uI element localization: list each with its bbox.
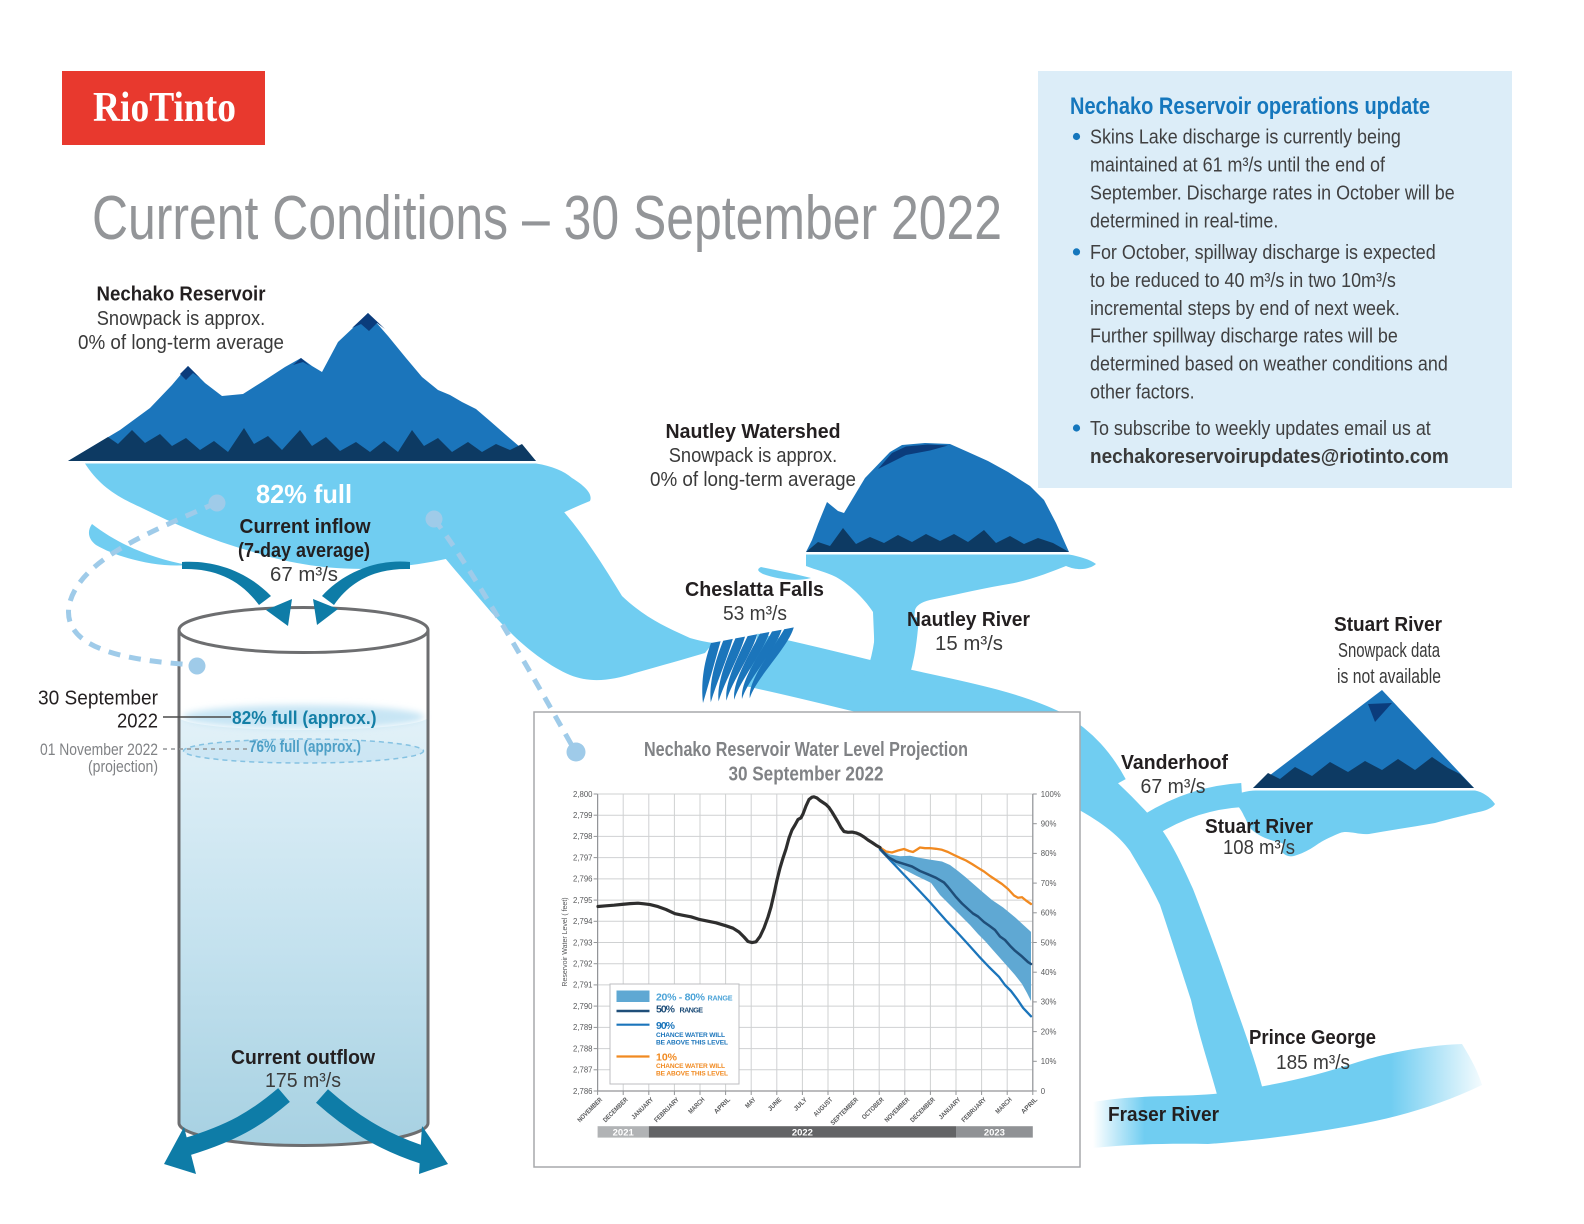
svg-text:01 November 2022: 01 November 2022: [40, 740, 158, 759]
svg-text:2,794: 2,794: [573, 917, 593, 926]
svg-text:nechakoreservoirupdates@riotin: nechakoreservoirupdates@riotinto.com: [1090, 446, 1449, 468]
svg-text:Nautley River: Nautley River: [907, 608, 1030, 631]
svg-text:15 m³/s: 15 m³/s: [935, 632, 1003, 655]
svg-text:RANGE: RANGE: [708, 994, 733, 1003]
svg-text:40%: 40%: [1041, 968, 1057, 977]
svg-text:other factors.: other factors.: [1090, 382, 1195, 404]
svg-text:Fraser River: Fraser River: [1108, 1103, 1219, 1126]
svg-text:2023: 2023: [984, 1128, 1005, 1139]
svg-text:2,795: 2,795: [573, 896, 593, 905]
svg-text:82% full (approx.): 82% full (approx.): [232, 707, 377, 728]
svg-text:82% full: 82% full: [256, 479, 352, 509]
svg-text:(projection): (projection): [88, 757, 158, 776]
svg-text:(7-day average): (7-day average): [238, 539, 370, 562]
svg-text:September. Discharge rates in: September. Discharge rates in October wi…: [1090, 182, 1455, 204]
svg-text:108 m³/s: 108 m³/s: [1223, 836, 1295, 859]
svg-text:80%: 80%: [1041, 849, 1057, 858]
svg-text:30%: 30%: [1041, 998, 1057, 1007]
svg-text:CHANCE WATER WILL: CHANCE WATER WILL: [656, 1032, 725, 1039]
svg-text:maintained at 61 m³/s until th: maintained at 61 m³/s until the end of: [1090, 154, 1386, 176]
svg-text:67 m³/s: 67 m³/s: [270, 563, 338, 586]
svg-text:2,792: 2,792: [573, 960, 593, 969]
svg-text:To subscribe to weekly updates: To subscribe to weekly updates email us …: [1090, 418, 1431, 440]
svg-text:Current Conditions – 30 Septem: Current Conditions – 30 September 2022: [92, 184, 1002, 253]
svg-text:to be reduced to 40 m³/s in tw: to be reduced to 40 m³/s in two 10m³/s: [1090, 270, 1396, 292]
svg-text:determined based on weather co: determined based on weather conditions a…: [1090, 354, 1448, 376]
svg-text:2,790: 2,790: [573, 1002, 593, 1011]
svg-text:2,793: 2,793: [573, 938, 593, 947]
svg-text:is not available: is not available: [1337, 665, 1441, 688]
svg-text:Reservoir Water Level ( feet): Reservoir Water Level ( feet): [562, 897, 569, 986]
svg-text:Nautley Watershed: Nautley Watershed: [666, 420, 841, 443]
svg-text:70%: 70%: [1041, 879, 1057, 888]
svg-text:100%: 100%: [1041, 790, 1061, 799]
svg-text:2,798: 2,798: [573, 832, 593, 841]
svg-text:10%: 10%: [656, 1051, 678, 1063]
svg-text:Skins Lake discharge is curren: Skins Lake discharge is currently being: [1090, 126, 1401, 148]
svg-text:10%: 10%: [1041, 1057, 1057, 1066]
svg-text:incremental steps by end of ne: incremental steps by end of next week.: [1090, 298, 1400, 320]
svg-text:2,791: 2,791: [573, 981, 593, 990]
svg-text:BE ABOVE THIS LEVEL: BE ABOVE THIS LEVEL: [656, 1071, 728, 1078]
svg-text:Vanderhoof: Vanderhoof: [1121, 751, 1228, 774]
svg-text:2,789: 2,789: [573, 1023, 593, 1032]
svg-text:30 September 2022: 30 September 2022: [729, 764, 884, 786]
svg-text:Snowpack is approx.: Snowpack is approx.: [669, 444, 838, 467]
svg-text:Nechako Reservoir: Nechako Reservoir: [97, 283, 266, 306]
svg-text:50%: 50%: [656, 1004, 676, 1016]
svg-text:2,797: 2,797: [573, 853, 593, 862]
svg-text:20% - 80%: 20% - 80%: [656, 992, 706, 1004]
svg-text:Cheslatta Falls: Cheslatta Falls: [685, 578, 824, 601]
svg-text:2,788: 2,788: [573, 1044, 593, 1053]
svg-text:CHANCE WATER WILL: CHANCE WATER WILL: [656, 1063, 725, 1070]
svg-text:2,799: 2,799: [573, 811, 593, 820]
svg-text:2,800: 2,800: [573, 790, 593, 799]
svg-text:RANGE: RANGE: [680, 1006, 704, 1015]
svg-text:determined in real-time.: determined in real-time.: [1090, 210, 1278, 232]
svg-text:50%: 50%: [1041, 938, 1057, 947]
svg-text:0% of long-term average: 0% of long-term average: [78, 331, 284, 354]
svg-text:0: 0: [1041, 1087, 1046, 1096]
svg-text:Current inflow: Current inflow: [240, 515, 371, 538]
svg-text:Further spillway discharge rat: Further spillway discharge rates will be: [1090, 326, 1398, 348]
svg-text:Stuart River: Stuart River: [1205, 815, 1313, 838]
svg-text:90%: 90%: [656, 1020, 676, 1032]
svg-text:2022: 2022: [117, 711, 158, 733]
svg-text:BE ABOVE THIS LEVEL: BE ABOVE THIS LEVEL: [656, 1039, 728, 1046]
svg-text:Snowpack data: Snowpack data: [1338, 639, 1440, 662]
svg-text:0% of long-term average: 0% of long-term average: [650, 468, 856, 491]
svg-text:30 September: 30 September: [38, 688, 158, 710]
svg-text:2021: 2021: [613, 1128, 635, 1139]
svg-text:2,796: 2,796: [573, 875, 593, 884]
svg-text:60%: 60%: [1041, 909, 1057, 918]
svg-text:20%: 20%: [1041, 1027, 1057, 1036]
svg-text:67 m³/s: 67 m³/s: [1141, 775, 1206, 798]
svg-text:Snowpack is approx.: Snowpack is approx.: [97, 307, 266, 330]
svg-text:Prince George: Prince George: [1249, 1026, 1376, 1049]
svg-text:2,787: 2,787: [573, 1066, 593, 1075]
svg-text:For October, spillway discharg: For October, spillway discharge is expec…: [1090, 242, 1436, 264]
svg-text:185 m³/s: 185 m³/s: [1276, 1051, 1350, 1074]
svg-text:90%: 90%: [1041, 820, 1057, 829]
svg-text:53 m³/s: 53 m³/s: [723, 602, 787, 625]
svg-text:175 m³/s: 175 m³/s: [265, 1069, 341, 1092]
svg-text:RioTinto: RioTinto: [93, 85, 236, 131]
svg-text:Stuart River: Stuart River: [1334, 613, 1442, 636]
svg-text:Nechako Reservoir operations u: Nechako Reservoir operations update: [1070, 93, 1430, 120]
svg-text:Current outflow: Current outflow: [231, 1046, 375, 1069]
svg-text:2022: 2022: [792, 1128, 813, 1139]
svg-text:76% full (approx.): 76% full (approx.): [249, 738, 361, 756]
svg-text:2,786: 2,786: [573, 1087, 593, 1096]
svg-text:Nechako Reservoir Water Level: Nechako Reservoir Water Level Projection: [644, 739, 968, 761]
